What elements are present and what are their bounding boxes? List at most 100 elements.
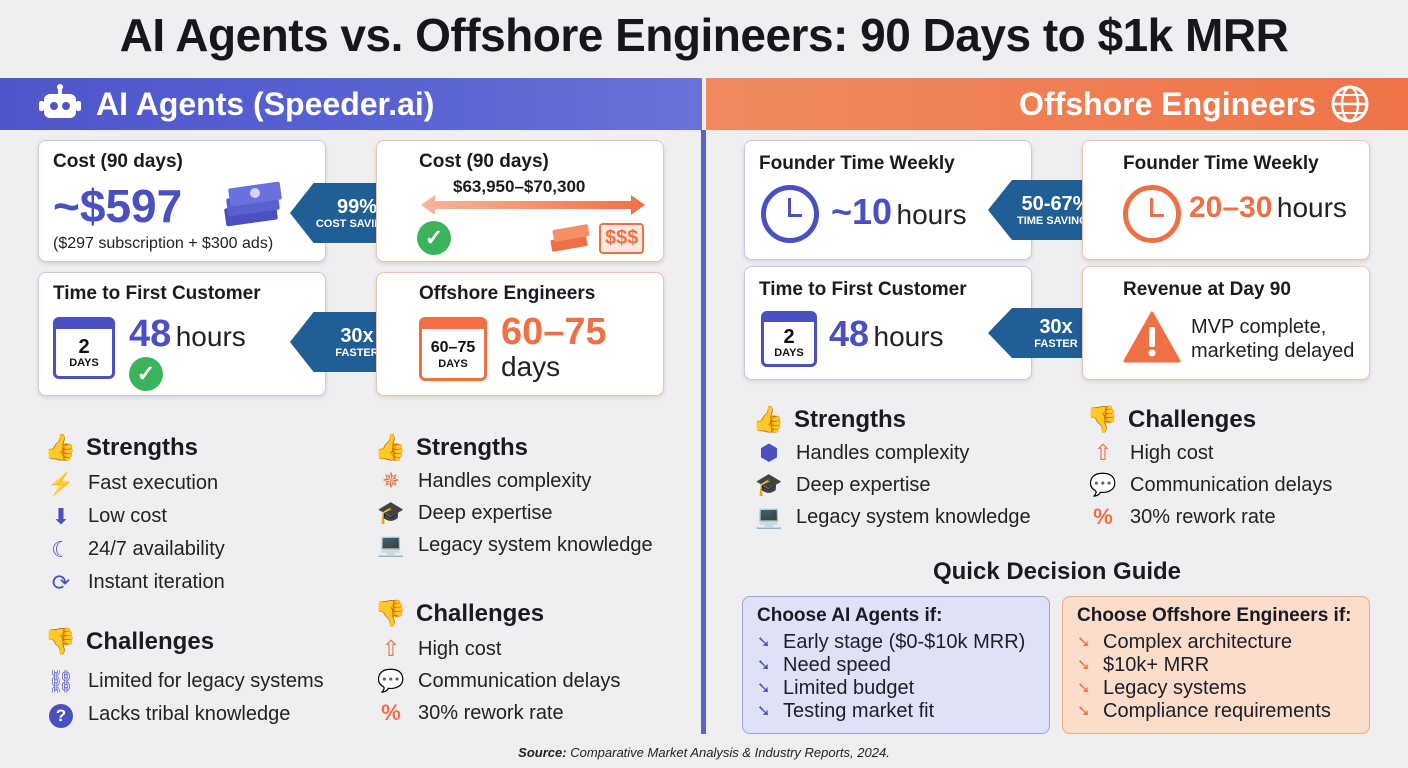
offshore-challenges-heading: 👎 Challenges	[374, 598, 694, 629]
column-divider	[701, 130, 706, 734]
list-item-label: Testing market fit	[783, 700, 935, 722]
money-stack-orange-icon	[550, 224, 590, 252]
time-savings-label: TIME SAVINGS	[1016, 214, 1096, 227]
right-faster-label: FASTER	[1034, 337, 1078, 350]
list-item-label: High cost	[1130, 441, 1214, 464]
right-strengths-heading-text: Strengths	[794, 405, 907, 433]
graduation-cap-icon: 🎓	[377, 500, 405, 525]
list-item-label: Fast execution	[88, 472, 219, 494]
page-title: AI Agents vs. Offshore Engineers: 90 Day…	[119, 9, 1289, 61]
offshore-strengths-heading: 👍 Strengths	[374, 432, 694, 463]
cubes-icon: ⬢	[759, 440, 779, 465]
calendar-icon: 2 DAYS	[53, 317, 115, 379]
percent-icon: %	[381, 700, 401, 725]
ai-founder-time-unit: hours	[896, 199, 967, 230]
choose-offshore-title: Choose Offshore Engineers if:	[1077, 605, 1352, 626]
right-ai-time-title: Time to First Customer	[759, 279, 967, 300]
laptop-icon: 💻	[755, 504, 783, 529]
list-item-label: Compliance requirements	[1103, 700, 1331, 722]
offshore-banner: Offshore Engineers	[706, 78, 1408, 130]
revenue-description: MVP complete, marketing delayed	[1191, 315, 1354, 363]
clock-orange-icon	[1123, 185, 1181, 243]
offshore-founder-time-unit: hours	[1276, 192, 1347, 223]
time-savings-percent: 50-67%	[1021, 192, 1091, 215]
ai-time-unit: hours	[175, 321, 246, 352]
list-item: ➘ $10k+ MRR	[1077, 654, 1355, 677]
offshore-strengths-section: 👍 Strengths ✵ Handles complexity 🎓 Deep ex…	[374, 432, 694, 561]
right-faster-multiplier: 30x	[1039, 315, 1073, 338]
lightning-icon: ⚡	[47, 470, 75, 496]
list-item-label: Handles complexity	[418, 469, 592, 492]
ai-time-title: Time to First Customer	[53, 283, 261, 304]
list-item: 💬 Communication delays	[374, 665, 694, 697]
offshore-founder-time-value: 20–30	[1189, 191, 1273, 224]
list-item: ✵ Handles complexity	[374, 465, 694, 497]
arrow-icon: ➘	[757, 657, 771, 674]
ai-banner-title: AI Agents (Speeder.ai)	[96, 85, 435, 122]
right-ai-time-card: Time to First Customer 2 DAYS 48 hours	[744, 266, 1032, 380]
thumbs-down-icon: 👎	[1086, 404, 1119, 434]
offshore-time-card: Offshore Engineers 60–75 DAYS 60–75 days	[376, 272, 664, 396]
list-item-label: Limited for legacy systems	[88, 670, 324, 692]
ai-agents-banner: AI Agents (Speeder.ai)	[0, 78, 702, 130]
thumbs-down-icon: 👎	[44, 626, 77, 656]
list-item: ➘ Compliance requirements	[1077, 700, 1355, 723]
faster-label: FASTER	[335, 346, 379, 359]
thumbs-down-icon: 👎	[374, 598, 407, 628]
list-item-label: Deep expertise	[796, 473, 931, 496]
ai-time-value: 48	[129, 313, 172, 355]
list-item: ⟳ Instant iteration	[44, 566, 344, 599]
ai-time-card: Time to First Customer 2 DAYS 48 hours ✓	[38, 272, 326, 396]
revenue-card: Revenue at Day 90 MVP complete, marketin…	[1082, 266, 1370, 380]
decision-guide-heading: Quick Decision Guide	[932, 558, 1182, 585]
choose-ai-title: Choose AI Agents if:	[757, 605, 943, 626]
offshore-founder-time-card: Founder Time Weekly 20–30 hours	[1082, 140, 1370, 260]
robot-icon	[39, 84, 81, 118]
list-item-label: Legacy system knowledge	[796, 505, 1031, 528]
right-strengths-heading: 👍 Strengths	[752, 404, 1072, 435]
list-item: ☾ 24/7 availability	[44, 533, 344, 566]
arrow-icon: ➘	[757, 680, 771, 697]
list-item-label: Early stage ($0-$10k MRR)	[783, 631, 1026, 653]
right-ai-time-row: 48 hours	[829, 313, 944, 355]
arrow-icon: ➘	[1077, 703, 1091, 720]
clock-icon	[761, 185, 819, 243]
question-icon: ?	[44, 701, 78, 728]
list-item: ⬢ Handles complexity	[752, 437, 1072, 469]
ai-cost-value: ~$597	[53, 180, 183, 232]
list-item: 💻 Legacy system knowledge	[374, 529, 694, 561]
ai-cost-note: ($297 subscription + $300 ads)	[53, 235, 274, 252]
chat-icon: 💬	[377, 668, 405, 693]
list-item: ⚡ Fast execution	[44, 467, 344, 500]
list-item: ➘ Limited budget	[757, 677, 1035, 700]
list-item: ⇧ High cost	[1086, 437, 1386, 469]
source-label: Source:	[518, 745, 567, 760]
right-ai-time-value: 48	[829, 313, 870, 354]
calendar-label: DAYS	[69, 356, 99, 369]
calendar-number: 2	[78, 335, 90, 358]
list-item: ➘ Early stage ($0-$10k MRR)	[757, 631, 1035, 654]
offshore-cost-value: $63,950–$70,300	[453, 177, 586, 196]
offshore-strengths-heading-text: Strengths	[416, 433, 529, 461]
list-item: ⛓ Limited for legacy systems	[44, 665, 364, 698]
ai-founder-time-value: ~10	[831, 191, 893, 232]
ai-time-value-row: 48 hours	[129, 313, 246, 356]
offshore-time-unit: days	[501, 351, 561, 382]
chat-icon: 💬	[1089, 472, 1117, 497]
list-item-label: Communication delays	[1130, 473, 1333, 496]
offshore-time-title: Offshore Engineers	[419, 283, 596, 304]
revenue-line-2: marketing delayed	[1191, 340, 1355, 362]
calendar-label: DAYS	[438, 357, 468, 370]
offshore-challenges-heading-text: Challenges	[416, 599, 545, 627]
right-challenges-section: 👎 Challenges ⇧ High cost 💬 Communication d…	[1086, 404, 1386, 533]
ai-founder-time-title: Founder Time Weekly	[759, 153, 955, 174]
ai-cost-title: Cost (90 days)	[53, 151, 183, 172]
list-item-label: High cost	[418, 637, 502, 660]
cost-up-icon: ⇧	[381, 636, 401, 661]
offshore-founder-time-row: 20–30 hours	[1189, 191, 1347, 225]
ai-challenges-heading-text: Challenges	[86, 627, 215, 655]
offshore-cost-title: Cost (90 days)	[419, 151, 549, 172]
list-item: ➘ Legacy systems	[1077, 677, 1355, 700]
calendar-label: DAYS	[774, 347, 804, 359]
percent-icon: %	[1093, 504, 1113, 529]
